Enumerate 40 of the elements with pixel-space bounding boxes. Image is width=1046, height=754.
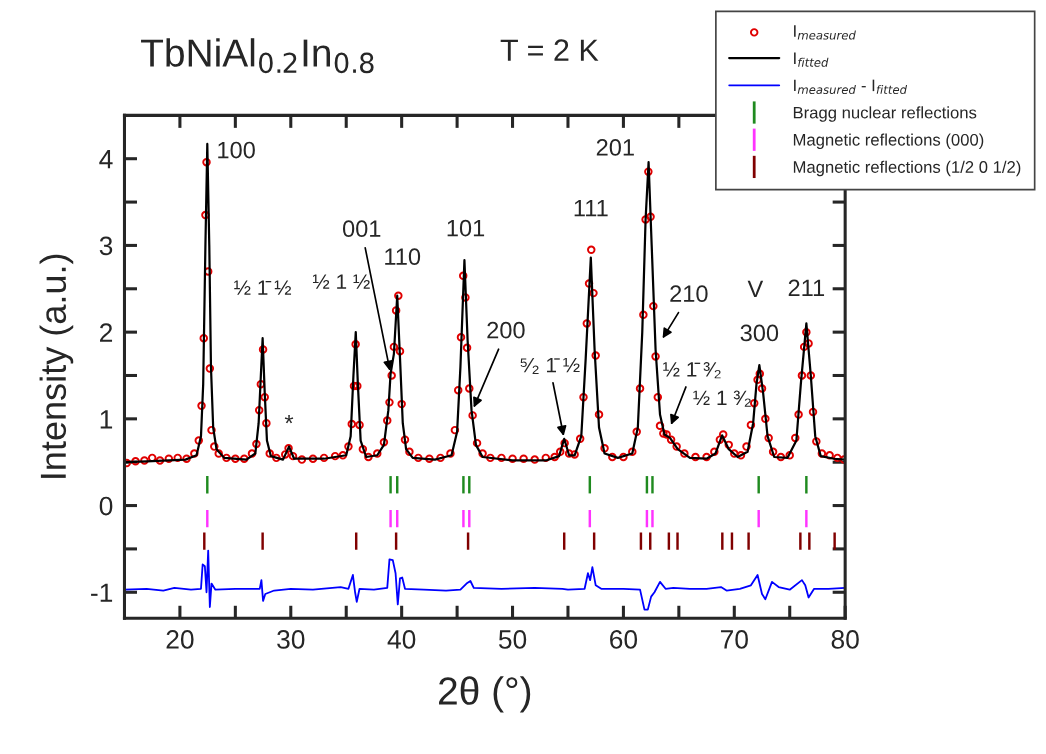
x-tick-label: 50: [498, 630, 527, 649]
annotation: V: [747, 280, 764, 297]
y-axis-title: Intensity (a.u.): [39, 254, 74, 478]
annotation: 200: [487, 321, 525, 339]
annotation: ½ 1̄ ³⁄₂: [663, 362, 721, 379]
annotation: *: [284, 415, 294, 424]
annotation: 211: [788, 279, 825, 297]
annotation: 300: [740, 324, 779, 342]
legend-label: I$_{fitted}$: [794, 52, 829, 67]
legend-label: Magnetic reflections (000): [793, 133, 984, 150]
y-tick-label: 4: [99, 150, 113, 169]
annotation: 201: [596, 139, 634, 156]
annotation: 100: [218, 141, 255, 159]
x-axis-title: 2θ (°): [439, 676, 531, 713]
x-tick-label: 20: [166, 630, 194, 649]
annotation: 001: [342, 220, 381, 238]
annotation: ½ 1 ³⁄₂: [693, 390, 751, 407]
x-tick-label: 70: [720, 630, 748, 649]
y-tick-label: -1: [91, 583, 113, 602]
x-tick-label: 80: [831, 630, 859, 649]
legend-label: Magnetic reflections (1/2 0 1/2): [793, 160, 1021, 177]
annotation: 101: [447, 219, 485, 237]
chart-title: TbNiAl$_{0.2}$In$_{0.8}$: [141, 38, 374, 74]
annotation: ½ 1̄ ½: [234, 280, 292, 295]
y-tick-label: 1: [100, 410, 113, 429]
y-tick-label: 0: [99, 496, 113, 516]
legend-label: Bragg nuclear reflections: [793, 106, 977, 122]
annotation: ½ 1 ½: [312, 274, 370, 289]
y-tick-label: 2: [100, 323, 113, 342]
legend-label: I$_{measured}$ - I$_{fitted}$: [794, 79, 908, 95]
x-tick-label: 40: [387, 630, 416, 649]
chart-subtitle: T = 2 K: [500, 39, 599, 61]
annotation: 111: [574, 200, 608, 217]
x-tick-label: 30: [277, 630, 305, 649]
legend-label: I$_{measured}$: [794, 25, 856, 40]
annotation: 210: [670, 285, 708, 303]
x-tick-label: 60: [610, 630, 638, 649]
annotation: 110: [385, 248, 421, 266]
annotation: ⁵⁄₂ 1̄ ½: [520, 357, 580, 374]
y-tick-label: 3: [99, 236, 113, 256]
